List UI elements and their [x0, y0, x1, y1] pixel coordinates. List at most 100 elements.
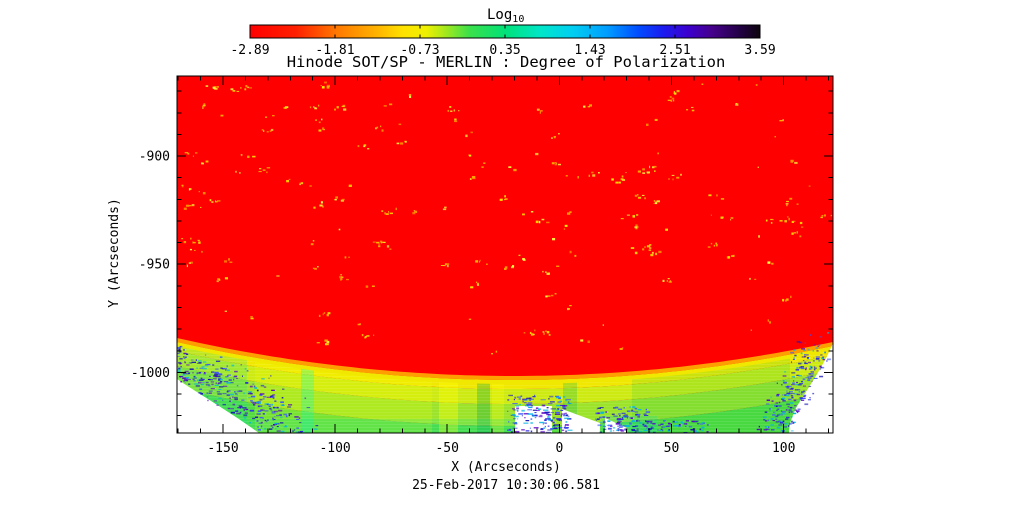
noise-dot: [785, 418, 789, 420]
yellow-speckle: [591, 171, 594, 174]
yellow-speckle: [228, 258, 230, 261]
noise-dot: [186, 364, 190, 366]
yellow-speckle: [785, 299, 787, 302]
noise-dot: [555, 411, 560, 414]
yellow-speckle: [263, 130, 265, 132]
noise-dot: [675, 424, 679, 427]
yellow-speckle: [385, 213, 389, 215]
noise-dot: [606, 424, 609, 426]
noise-dot: [183, 380, 185, 382]
noise-dot: [287, 406, 292, 408]
noise-dot: [706, 431, 709, 433]
edge-noise-speckles: [177, 332, 831, 433]
noise-dot: [240, 364, 242, 366]
noise-dot: [622, 425, 627, 427]
noise-dot: [796, 340, 801, 343]
noise-dot: [776, 393, 780, 395]
noise-dot: [275, 423, 277, 425]
noise-dot: [198, 381, 202, 384]
yellow-speckle: [470, 286, 474, 289]
noise-dot: [262, 398, 265, 400]
yellow-speckle: [229, 261, 233, 263]
yellow-speckle: [338, 228, 341, 231]
yellow-speckle: [324, 81, 327, 84]
noise-dot: [567, 401, 570, 403]
noise-dot: [529, 427, 531, 429]
noise-dot: [706, 424, 709, 426]
yellow-speckle: [250, 317, 254, 320]
plot-area: [176, 75, 834, 434]
yellow-speckle: [676, 176, 680, 179]
noise-dot: [804, 361, 807, 364]
noise-dot: [179, 346, 181, 348]
noise-dot: [629, 406, 631, 408]
noise-dot: [539, 414, 543, 416]
x-axis-tick-labels: -150 -100 -50 0 50 100: [207, 441, 795, 456]
noise-dot: [617, 408, 623, 410]
noise-dot: [227, 390, 231, 392]
noise-dot: [562, 407, 566, 409]
noise-dot: [288, 414, 290, 417]
noise-dot: [788, 398, 792, 401]
noise-dot: [257, 429, 261, 431]
noise-dot: [622, 415, 625, 417]
noise-dot: [791, 384, 795, 386]
noise-dot: [206, 396, 209, 398]
noise-dot: [768, 426, 770, 429]
noise-dot: [797, 384, 802, 386]
noise-dot: [619, 415, 621, 417]
yellow-speckle: [569, 305, 572, 307]
yellow-speckle: [504, 198, 506, 201]
y-axis-label: Y (Arcseconds): [107, 198, 122, 308]
noise-dot: [267, 419, 269, 421]
noise-dot: [563, 396, 566, 398]
yellow-speckle: [458, 110, 460, 112]
noise-dot: [796, 381, 798, 383]
noise-dot: [658, 430, 662, 432]
yellow-speckle: [389, 248, 392, 250]
noise-dot: [556, 418, 559, 421]
yellow-speckle: [505, 198, 508, 200]
yellow-speckle: [415, 210, 418, 213]
yellow-speckle: [665, 228, 668, 231]
colorbar-tick-label: 2.51: [659, 43, 690, 58]
noise-dot: [782, 394, 784, 396]
yellow-speckle: [534, 329, 536, 332]
yellow-speckle: [318, 129, 322, 132]
noise-dot: [611, 413, 615, 416]
yellow-speckle: [674, 92, 677, 95]
noise-dot: [197, 360, 202, 362]
yellow-speckle: [189, 205, 192, 207]
noise-dot: [642, 423, 645, 425]
yellow-speckle: [381, 129, 384, 132]
noise-dot: [234, 393, 238, 395]
yellow-speckle: [380, 125, 382, 128]
yellow-speckle: [539, 111, 541, 114]
noise-dot: [672, 420, 675, 423]
yellow-speckle: [236, 90, 240, 92]
yellow-speckle: [667, 99, 671, 101]
noise-dot: [244, 368, 247, 370]
yellow-speckle: [799, 221, 803, 225]
yellow-speckle: [788, 217, 790, 221]
heatmap-image: [177, 76, 833, 433]
noise-dot: [262, 413, 265, 415]
noise-dot: [665, 425, 670, 428]
noise-dot: [258, 422, 262, 424]
yellow-speckle: [727, 256, 731, 259]
noise-dot: [211, 383, 214, 386]
noise-dot: [281, 397, 284, 399]
yellow-speckle: [334, 108, 336, 111]
yellow-speckle: [262, 169, 266, 171]
noise-dot: [602, 416, 606, 418]
yellow-speckle: [637, 170, 641, 173]
noise-dot: [772, 420, 776, 422]
noise-dot: [222, 385, 228, 387]
yellow-speckle: [500, 198, 503, 201]
yellow-speckle: [574, 254, 577, 257]
noise-dot: [243, 409, 245, 411]
noise-dot: [796, 374, 800, 376]
noise-dot: [620, 430, 624, 432]
yellow-speckle: [367, 148, 370, 150]
noise-dot: [215, 402, 218, 404]
